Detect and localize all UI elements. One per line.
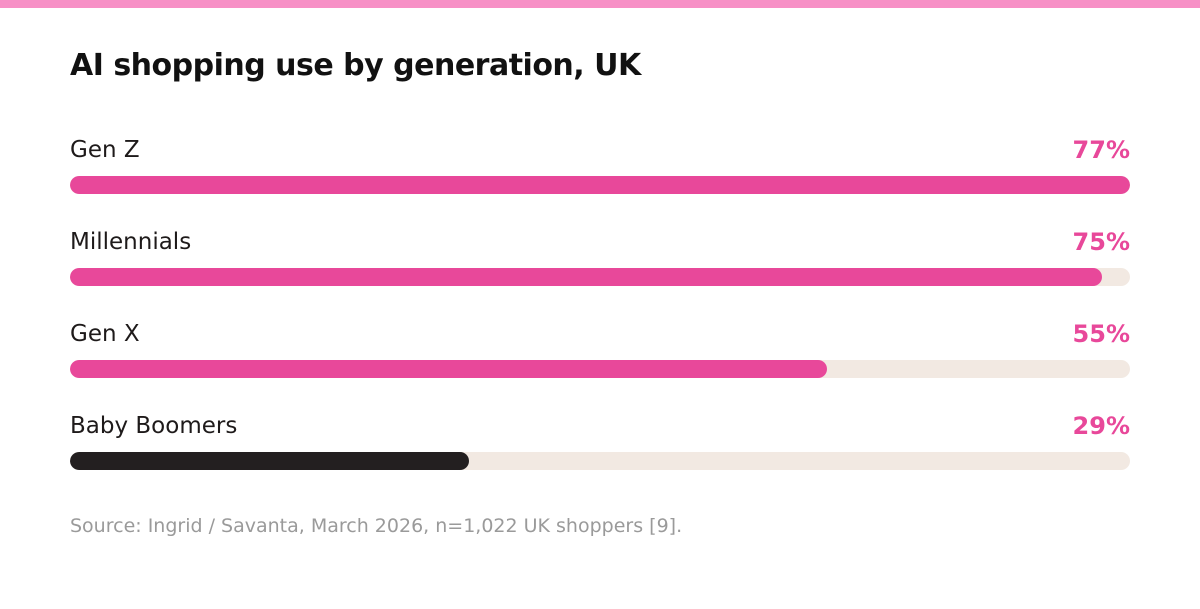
bar-row: Gen Z 77% <box>70 130 1130 222</box>
bar <box>70 452 470 470</box>
value-label: 55% <box>1072 320 1130 348</box>
bar-chart: Gen Z 77% Millennials 75% Gen X 55% Baby… <box>70 130 1130 498</box>
bar-track <box>70 268 1130 286</box>
category-label: Gen Z <box>70 137 140 163</box>
source-note: Source: Ingrid / Savanta, March 2026, n=… <box>70 515 683 537</box>
bar-row: Gen X 55% <box>70 314 1130 406</box>
bar <box>70 268 1103 286</box>
top-accent-bar <box>0 0 1200 8</box>
bar-row: Baby Boomers 29% <box>70 406 1130 498</box>
bar-row: Millennials 75% <box>70 222 1130 314</box>
category-label: Baby Boomers <box>70 413 238 439</box>
chart-title: AI shopping use by generation, UK <box>70 48 641 83</box>
bar-track <box>70 452 1130 470</box>
value-label: 29% <box>1072 412 1130 440</box>
category-label: Millennials <box>70 229 192 255</box>
bar-track <box>70 360 1130 378</box>
bar <box>70 176 1130 194</box>
category-label: Gen X <box>70 321 140 347</box>
value-label: 77% <box>1072 136 1130 164</box>
bar-track <box>70 176 1130 194</box>
value-label: 75% <box>1072 228 1130 256</box>
bar <box>70 360 828 378</box>
